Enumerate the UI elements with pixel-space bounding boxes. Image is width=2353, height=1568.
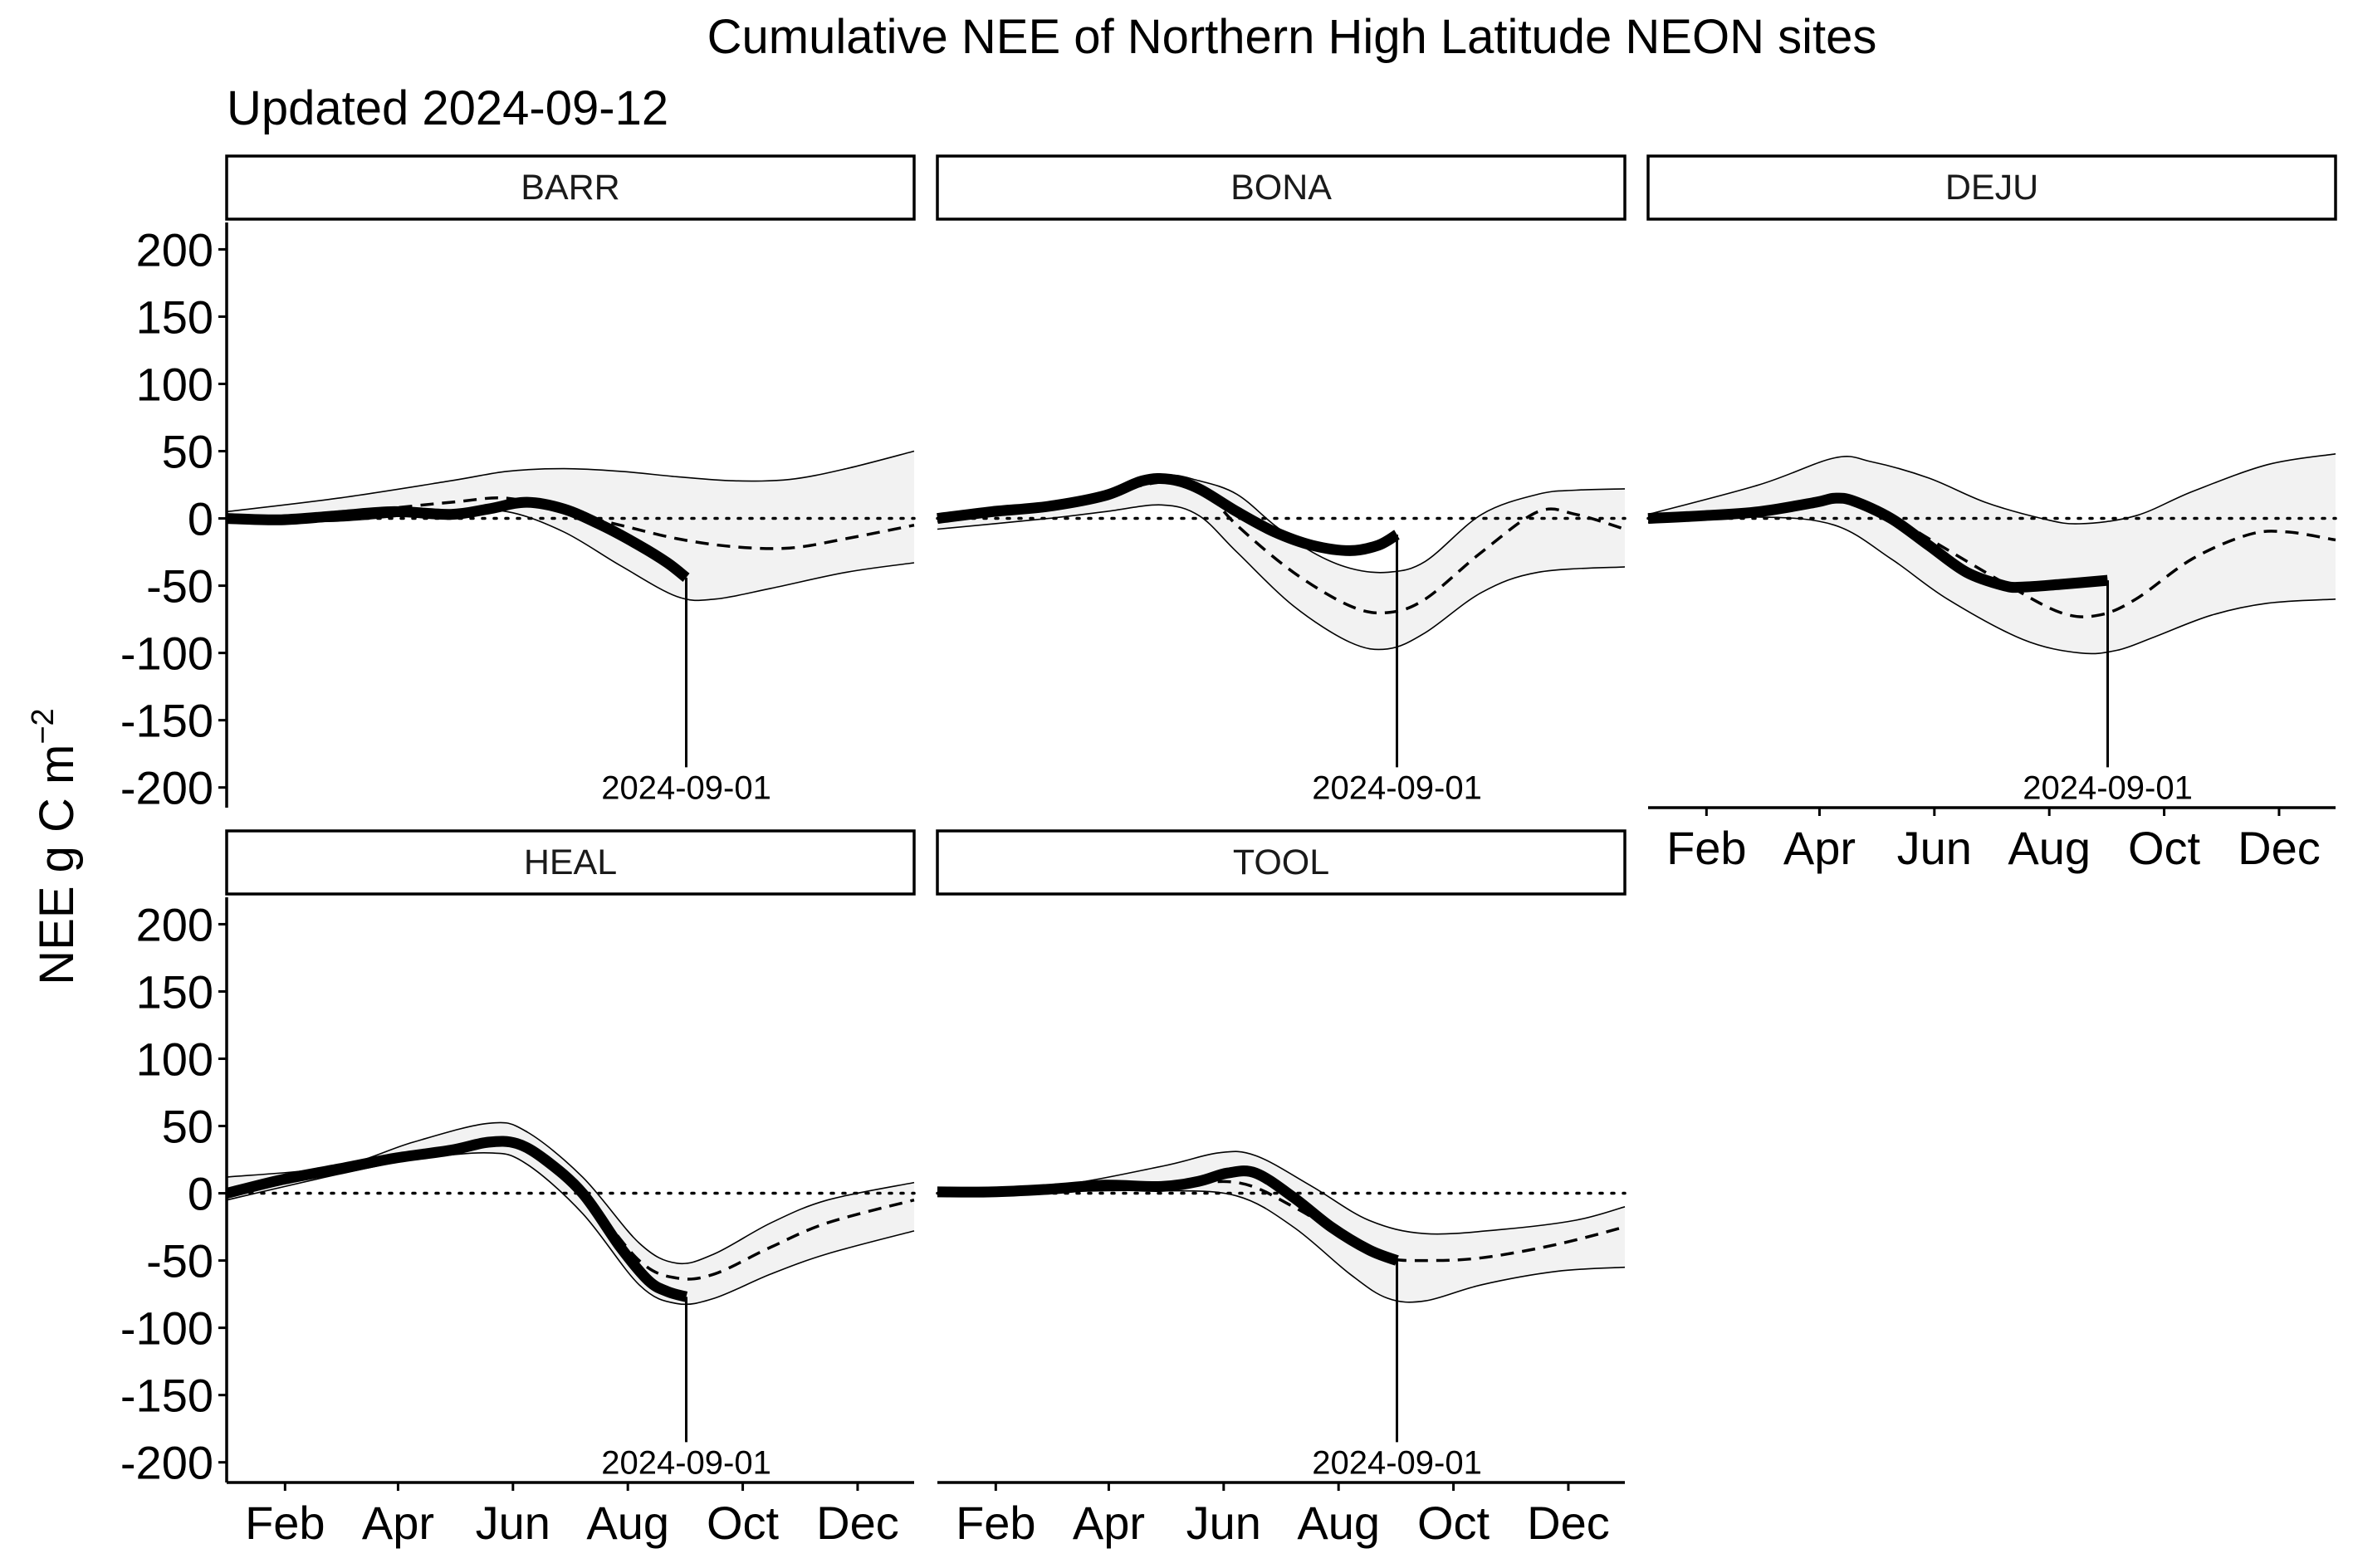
y-tick-label: -150 <box>120 695 213 747</box>
y-tick-label: 50 <box>162 426 213 478</box>
panel-tool: TOOL 2024-09-01 Feb Apr Jun Aug Oct Dec <box>936 829 1627 1549</box>
x-tick-label: Jun <box>476 1497 550 1549</box>
x-tick-label: Apr <box>1073 1497 1145 1549</box>
mean-line <box>937 479 1626 615</box>
cutoff-label: 2024-09-01 <box>601 770 771 807</box>
ribbon-lower-line <box>226 509 915 602</box>
ribbon-upper-line <box>226 1121 915 1265</box>
facet-strip-label: BARR <box>521 168 619 208</box>
facet-strip <box>936 154 1627 221</box>
x-tick-label: Oct <box>1417 1497 1490 1549</box>
x-tick-label: Dec <box>816 1497 899 1549</box>
y-tick-label: -50 <box>146 560 213 613</box>
y-tick-label: 150 <box>136 965 213 1018</box>
ribbon-band <box>227 1122 914 1305</box>
y-tick-label: 200 <box>136 898 213 950</box>
panel-barr: BARR 2024-09-01 200 150 100 50 0 -50 -100 -150 -20… <box>120 154 916 814</box>
x-tick-label: Dec <box>1527 1497 1610 1549</box>
chart-title: Cumulative NEE of Northern High Latitude… <box>707 10 1877 64</box>
facet-strip-label: DEJU <box>1945 168 2038 208</box>
facet-strip-label: HEAL <box>524 843 617 882</box>
facet-strip <box>1646 154 2337 221</box>
ribbon-upper-line <box>226 450 915 513</box>
ribbon-lower-line <box>937 504 1626 651</box>
x-tick-label: Jun <box>1897 822 1972 874</box>
y-tick-label: 50 <box>162 1101 213 1153</box>
y-tick-label: 100 <box>136 1033 213 1085</box>
cutoff-label: 2024-09-01 <box>2023 770 2193 807</box>
cutoff-label: 2024-09-01 <box>1312 1445 1482 1482</box>
x-tick-label: Apr <box>362 1497 434 1549</box>
y-tick-label: 150 <box>136 291 213 343</box>
facet-strip <box>936 829 1627 896</box>
x-tick-label: Feb <box>956 1497 1036 1549</box>
observed-line <box>1647 492 2109 593</box>
ribbon-lower-line <box>1647 516 2336 655</box>
x-tick-label: Dec <box>2238 822 2321 874</box>
cutoff-label: 2024-09-01 <box>601 1445 771 1482</box>
chart-subtitle: Updated 2024-09-12 <box>227 81 668 135</box>
facet-strip-label: TOOL <box>1233 843 1329 882</box>
panel-deju: DEJU 2024-09-01 Feb Apr Jun Aug Oct Dec <box>1646 154 2337 874</box>
y-tick-label: 200 <box>136 223 213 276</box>
ribbon-band <box>1648 453 2336 654</box>
x-tick-label: Jun <box>1186 1497 1261 1549</box>
ribbon-upper-line <box>937 1150 1626 1235</box>
facet-strip-label: BONA <box>1230 168 1332 208</box>
ribbon-band <box>227 451 914 601</box>
y-tick-label: -100 <box>120 628 213 680</box>
x-tick-label: Feb <box>1666 822 1747 874</box>
ribbon-upper-line <box>1647 453 2336 525</box>
y-tick-label: -50 <box>146 1235 213 1287</box>
panel-bona: BONA 2024-09-01 <box>936 154 1627 807</box>
y-tick-label: -100 <box>120 1302 213 1355</box>
y-tick-label: -150 <box>120 1370 213 1422</box>
x-tick-label: Aug <box>1297 1497 1380 1549</box>
y-tick-label: -200 <box>120 762 213 814</box>
ribbon-band <box>937 1151 1625 1302</box>
y-tick-label: 100 <box>136 358 213 410</box>
facet-strip <box>225 154 916 221</box>
observed-line <box>937 472 1400 556</box>
y-axis-label: NEE g C m−2 <box>26 708 84 984</box>
y-tick-label: 0 <box>188 1168 213 1220</box>
x-tick-label: Aug <box>2008 822 2091 874</box>
y-tick-label: -200 <box>120 1437 213 1489</box>
facet-strip <box>225 829 916 896</box>
x-tick-label: Aug <box>586 1497 669 1549</box>
observed-line <box>226 496 690 583</box>
observed-line <box>937 1165 1399 1266</box>
facet-panels: BARR 2024-09-01 200 150 100 50 0 -50 -100 -150 -20… <box>120 154 2337 1549</box>
x-tick-label: Oct <box>2128 822 2201 874</box>
cutoff-label: 2024-09-01 <box>1312 770 1482 807</box>
observed-line <box>225 1136 688 1302</box>
panel-heal: HEAL 2024-09-01 200 150 100 50 0 -50 -100 -150 -20… <box>120 829 916 1549</box>
x-tick-label: Oct <box>707 1497 780 1549</box>
x-tick-label: Apr <box>1783 822 1856 874</box>
x-tick-label: Feb <box>245 1497 325 1549</box>
y-tick-label: 0 <box>188 493 213 545</box>
